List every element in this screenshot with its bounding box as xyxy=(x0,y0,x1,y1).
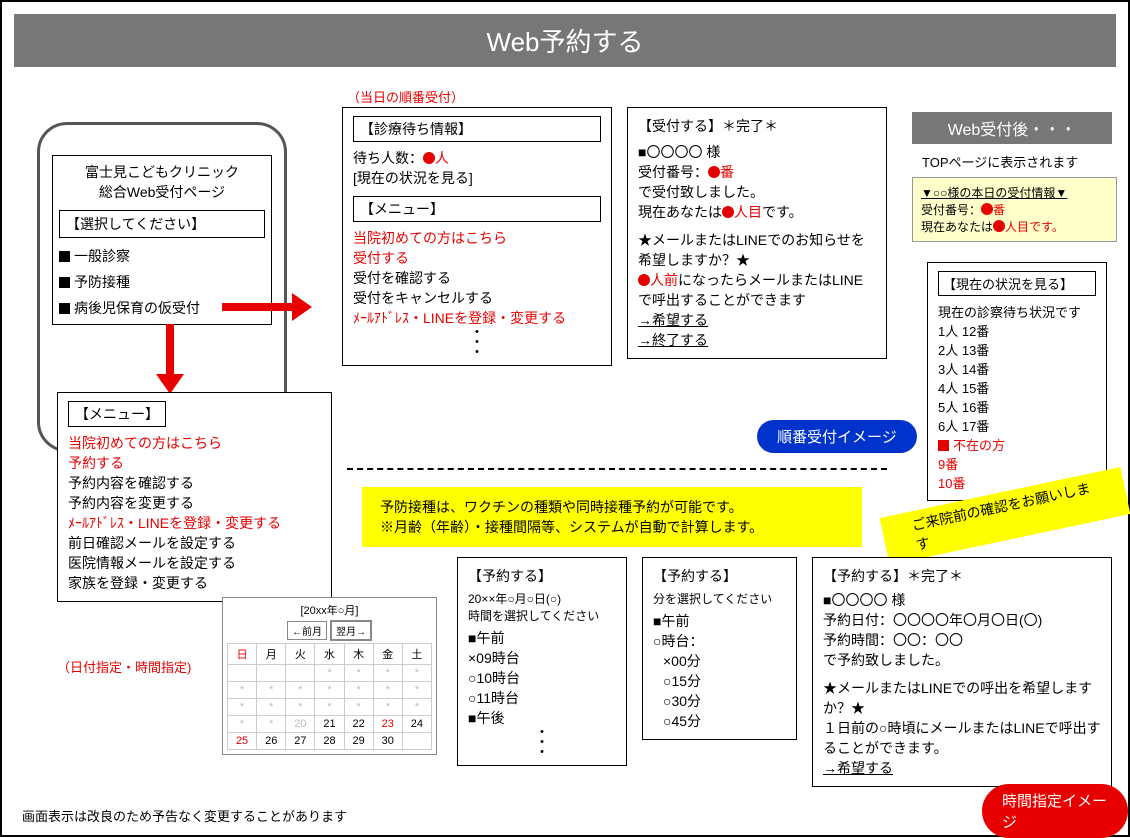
m2-first[interactable]: 当院初めての方はこちら xyxy=(68,433,321,453)
pill-blue: 順番受付イメージ xyxy=(757,420,917,453)
accept-num: 受付番号：番 xyxy=(638,162,876,182)
accept-note2: 人前になったらメールまたはLINEで呼出することができます xyxy=(638,270,876,310)
dash-line xyxy=(347,468,887,470)
dn1: ■〇〇〇〇 様 xyxy=(823,590,1101,610)
sr1: 1人 12番 xyxy=(938,321,1096,340)
opt-general[interactable]: 一般診察 xyxy=(59,246,265,266)
status-head: 現在の診察待ち状況です xyxy=(938,302,1096,321)
m4[interactable]: ○45分 xyxy=(653,711,786,731)
wait-card: 【診療待ち情報】 待ち人数：人 [現在の状況を見る] 【メニュー】 当院初めての… xyxy=(342,107,612,366)
top-note: （当日の順番受付） xyxy=(347,87,464,106)
mn-am: ■午前 xyxy=(653,611,786,631)
m2-family[interactable]: 家族を登録・変更する xyxy=(68,573,321,593)
wait-title: 【診療待ち情報】 xyxy=(353,116,601,142)
mn-title: 【予約する】 xyxy=(653,566,786,586)
wait-m4[interactable]: 受付をキャンセルする xyxy=(353,288,601,308)
sa1: 9番 xyxy=(938,454,1096,473)
status-card: 【現在の状況を見る】 現在の診察待ち状況です 1人 12番 2人 13番 3人 … xyxy=(927,262,1107,501)
cal-table[interactable]: 日月火水木金土 ********************202122232425… xyxy=(227,643,432,750)
accept-note1: ★メールまたはLINEでのお知らせを希望しますか？★ xyxy=(638,230,876,270)
dn-n2: １日前の○時頃にメールまたはLINEで呼出することができます。 xyxy=(823,718,1101,758)
accept-name: ■〇〇〇〇 様 xyxy=(638,142,876,162)
arrow-right xyxy=(222,297,312,317)
after-note: TOPページに表示されます xyxy=(922,152,1078,171)
calendar[interactable]: [20xx年○月] ←前月 翌月→ 日月火水木金土 **************… xyxy=(222,597,437,755)
t-am: ■午前 xyxy=(468,628,616,648)
menu2-card: 【メニュー】 当院初めての方はこちら 予約する 予約内容を確認する 予約内容を変… xyxy=(57,392,332,602)
m2-mail[interactable]: ﾒｰﾙｱﾄﾞﾚｽ・LINEを登録・変更する xyxy=(68,513,321,533)
info-t: ▼○○様の本日の受付情報▼ xyxy=(921,184,1108,201)
accept-title: 【受付する】＊完了＊ xyxy=(638,116,876,136)
opt-vaccine[interactable]: 予防接種 xyxy=(59,272,265,292)
dn3: 予約時間：〇〇：〇〇 xyxy=(823,630,1101,650)
date-note: （日付指定・時間指定) xyxy=(57,657,191,676)
t-date: 20××年○月○日(○) xyxy=(468,590,616,607)
wait-menu-title: 【メニュー】 xyxy=(353,196,601,222)
page-header: Web予約する xyxy=(14,14,1116,67)
sr5: 5人 16番 xyxy=(938,397,1096,416)
wait-m3[interactable]: 受付を確認する xyxy=(353,268,601,288)
m2-reserve[interactable]: 予約する xyxy=(68,453,321,473)
accept-pos: 現在あなたは人目です。 xyxy=(638,202,876,222)
m2-prev[interactable]: 前日確認メールを設定する xyxy=(68,533,321,553)
t1[interactable]: ×09時台 xyxy=(468,648,616,668)
arrow-down xyxy=(160,324,180,394)
t-title: 【予約する】 xyxy=(468,566,616,586)
t-sub: 時間を選択してください xyxy=(468,607,616,624)
wait-view[interactable]: [現在の状況を見る] xyxy=(353,168,601,188)
clinic-sub: 総合Web受付ページ xyxy=(59,182,265,202)
select-title: 【選択してください】 xyxy=(59,210,265,238)
sr3: 3人 14番 xyxy=(938,359,1096,378)
footer-note: 画面表示は改良のため予告なく変更することがあります xyxy=(22,806,347,825)
sr6: 6人 17番 xyxy=(938,416,1096,435)
info-l1: 受付番号：番 xyxy=(921,201,1108,218)
m2[interactable]: ○15分 xyxy=(653,671,786,691)
wait-m1[interactable]: 当院初めての方はこちら xyxy=(353,228,601,248)
cal-title: [20xx年○月] xyxy=(227,602,432,618)
yn2: ※月齢（年齢）・接種間隔等、システムが自動で計算します。 xyxy=(380,517,844,537)
clinic-name: 富士見こどもクリニック xyxy=(59,162,265,182)
yellow-note: 予防接種は、ワクチンの種類や同時接種予約が可能です。 ※月齢（年齢）・接種間隔等… xyxy=(362,487,862,547)
m2-info[interactable]: 医院情報メールを設定する xyxy=(68,553,321,573)
min-card: 【予約する】 分を選択してください ■午前 ○時台： ×00分 ○15分 ○30… xyxy=(642,557,797,740)
done-card: 【予約する】＊完了＊ ■〇〇〇〇 様 予約日付：〇〇〇〇年〇月〇日(〇) 予約時… xyxy=(812,557,1112,787)
mn-sub: 分を選択してください xyxy=(653,590,786,607)
pill-red: 時間指定イメージ xyxy=(982,784,1128,838)
sr2: 2人 13番 xyxy=(938,340,1096,359)
mn-h: ○時台： xyxy=(653,631,786,651)
cal-next[interactable]: 翌月→ xyxy=(330,620,372,641)
cal-prev[interactable]: ←前月 xyxy=(287,621,327,640)
dn-hope[interactable]: →希望する xyxy=(823,758,1101,778)
info-l2: 現在あなたは人目です。 xyxy=(921,218,1108,235)
yn1: 予防接種は、ワクチンの種類や同時接種予約が可能です。 xyxy=(380,497,844,517)
t3[interactable]: ○11時台 xyxy=(468,688,616,708)
wait-m2[interactable]: 受付する xyxy=(353,248,601,268)
after-title: Web受付後・・・ xyxy=(912,112,1112,144)
accept-hope[interactable]: →希望する xyxy=(638,310,876,330)
m2-check[interactable]: 予約内容を確認する xyxy=(68,473,321,493)
menu2-title: 【メニュー】 xyxy=(68,401,166,427)
wait-count: 待ち人数：人 xyxy=(353,148,601,168)
accept-card: 【受付する】＊完了＊ ■〇〇〇〇 様 受付番号：番 で受付致しました。 現在あな… xyxy=(627,107,887,359)
info-box: ▼○○様の本日の受付情報▼ 受付番号：番 現在あなたは人目です。 xyxy=(912,177,1117,242)
status-abs: 不在の方 xyxy=(938,435,1096,454)
t2[interactable]: ○10時台 xyxy=(468,668,616,688)
dn-n1: ★メールまたはLINEでの呼出を希望しますか？★ xyxy=(823,678,1101,718)
sr4: 4人 15番 xyxy=(938,378,1096,397)
accept-done: で受付致しました。 xyxy=(638,182,876,202)
accept-end[interactable]: →終了する xyxy=(638,330,876,350)
m3[interactable]: ○30分 xyxy=(653,691,786,711)
status-title: 【現在の状況を見る】 xyxy=(938,271,1096,296)
time-card: 【予約する】 20××年○月○日(○) 時間を選択してください ■午前 ×09時… xyxy=(457,557,627,766)
dn4: で予約致しました。 xyxy=(823,650,1101,670)
m2-change[interactable]: 予約内容を変更する xyxy=(68,493,321,513)
dn2: 予約日付：〇〇〇〇年〇月〇日(〇) xyxy=(823,610,1101,630)
m1[interactable]: ×00分 xyxy=(653,651,786,671)
dn-title: 【予約する】＊完了＊ xyxy=(823,566,1101,586)
